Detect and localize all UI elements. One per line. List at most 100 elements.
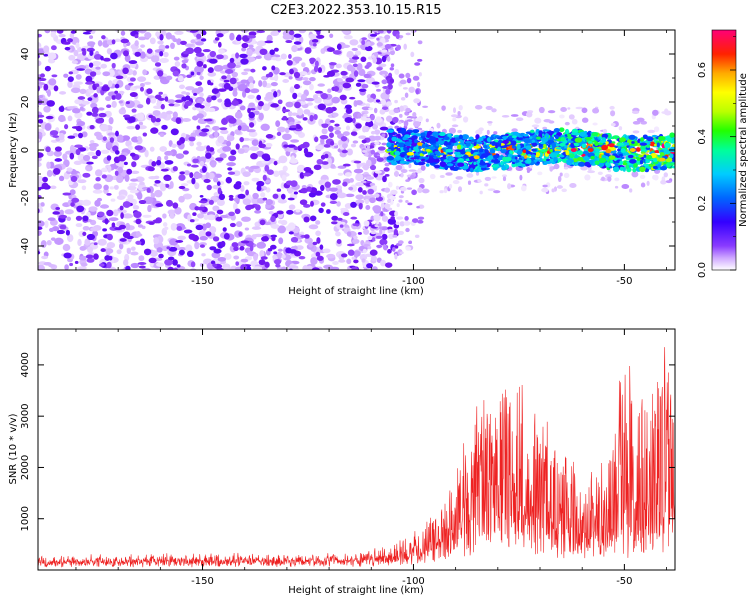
spectrogram-cell: [434, 150, 438, 155]
spectrogram-cell: [263, 52, 274, 61]
spectrogram-cell: [559, 172, 563, 177]
spectrogram-cell: [362, 248, 367, 254]
spectrogram-cell: [155, 159, 162, 166]
spectrogram-cell: [38, 161, 42, 168]
spectrogram-cell: [132, 205, 140, 210]
spectrogram-cell: [387, 249, 392, 254]
spectrogram-cell: [241, 47, 247, 52]
spectrogram-cell: [205, 171, 210, 179]
spectrogram-cell: [204, 102, 211, 108]
spectrogram-cell: [549, 148, 553, 153]
spectrogram-cell: [602, 128, 608, 134]
spectrogram-cell: [168, 103, 175, 107]
spectrogram-cell: [240, 184, 245, 192]
spectrogram-cell: [264, 261, 270, 268]
spectrogram-cell: [576, 156, 584, 162]
spectrogram-cell: [270, 223, 280, 229]
spectrogram-cell: [491, 108, 497, 113]
spectrogram-cell: [55, 207, 61, 210]
spectrogram-cell: [137, 224, 144, 228]
spectrogram-cell: [326, 253, 336, 259]
spectrogram-cell: [233, 255, 240, 260]
spectrogram-cell: [278, 155, 288, 164]
spectrogram-xlabel: Height of straight line (km): [288, 286, 424, 297]
spectrogram-cell: [328, 62, 337, 66]
spectrogram-cell: [322, 248, 331, 254]
spectrogram-cell: [638, 154, 643, 158]
spectrogram-cell: [217, 256, 227, 262]
spectrogram-cell: [393, 228, 398, 235]
spectrogram-cell: [657, 164, 661, 169]
spectrogram-cell: [405, 200, 409, 203]
spectrogram-cell: [229, 222, 236, 228]
spectrogram-cell: [314, 190, 323, 196]
spectrogram-cell: [414, 62, 421, 66]
spectrogram-cell: [627, 154, 634, 159]
snr-frame: [37, 328, 676, 571]
spectrogram-cell: [276, 131, 282, 137]
spectrogram-cell: [394, 99, 398, 104]
spectrogram-cell: [297, 92, 303, 98]
spectrogram-cell: [356, 62, 363, 71]
spectrogram-cell: [554, 134, 559, 140]
spectrogram-cell: [162, 213, 167, 219]
spectrogram-cell: [82, 31, 91, 35]
spectrogram-cell: [50, 31, 56, 38]
spectrogram-cell: [290, 112, 299, 116]
spectrogram-cell: [51, 45, 57, 51]
spectrogram-cell: [370, 114, 375, 121]
spectrogram-cell: [355, 173, 364, 182]
spectrogram-cell: [99, 204, 110, 209]
spectrogram-cell: [154, 62, 162, 67]
spectrogram-cell: [38, 77, 47, 82]
spectrogram-cell: [385, 115, 393, 122]
spectrogram-cell: [87, 246, 94, 253]
spectrogram-cell: [58, 214, 68, 219]
spectrogram-cell: [465, 149, 471, 153]
spectrogram-cell: [361, 139, 367, 144]
spectrogram-cell: [361, 258, 366, 263]
spectrogram-cell: [149, 250, 158, 257]
spectrogram-cell: [232, 170, 241, 177]
spectrogram-cell: [451, 124, 459, 128]
spectrogram-cell: [663, 149, 671, 155]
spectrogram-cell: [529, 130, 535, 133]
spectrogram-cell: [31, 233, 37, 241]
spectrogram-cell: [135, 240, 142, 245]
spectrogram-cell: [490, 159, 498, 163]
spectrogram-cell: [38, 138, 41, 143]
spectrogram-cell: [196, 141, 202, 147]
spectrogram-cell: [394, 210, 399, 217]
spectrogram-cell: [138, 121, 144, 126]
spectrogram-cell: [116, 249, 122, 255]
spectrogram-cell: [649, 164, 653, 167]
spectrogram-cell: [443, 188, 448, 194]
spectrogram-cell: [32, 247, 38, 254]
spectrogram-cell: [324, 153, 329, 159]
spectrogram-cell: [302, 77, 309, 81]
spectrogram-cell: [298, 256, 306, 260]
spectrogram-cell: [632, 120, 641, 125]
spectrogram-cell: [601, 144, 608, 151]
spectrogram-cell: [312, 241, 318, 246]
spectrogram-cell: [122, 201, 131, 208]
spectrogram-cell: [273, 170, 280, 177]
spectrogram-cell: [219, 153, 227, 159]
spectrogram-cell: [84, 238, 91, 246]
spectrogram-cell: [45, 115, 54, 120]
spectrogram-cell: [149, 37, 156, 45]
spectrogram-cell: [542, 184, 548, 188]
spectrogram-cell: [341, 44, 351, 49]
spectrogram-cell: [165, 75, 173, 81]
spectrogram-cell: [390, 161, 398, 166]
spectrogram-cell: [234, 111, 243, 119]
spectrogram-cell: [303, 203, 311, 208]
spectrogram-cell: [332, 112, 339, 118]
spectrogram-cell: [367, 188, 375, 195]
spectrogram-cell: [125, 140, 132, 147]
spectrogram-cell: [591, 132, 599, 137]
spectrogram-cell: [536, 136, 541, 140]
spectrogram-cell: [190, 39, 197, 44]
spectrogram-cell: [341, 30, 351, 34]
spectrogram-cell: [293, 84, 301, 90]
